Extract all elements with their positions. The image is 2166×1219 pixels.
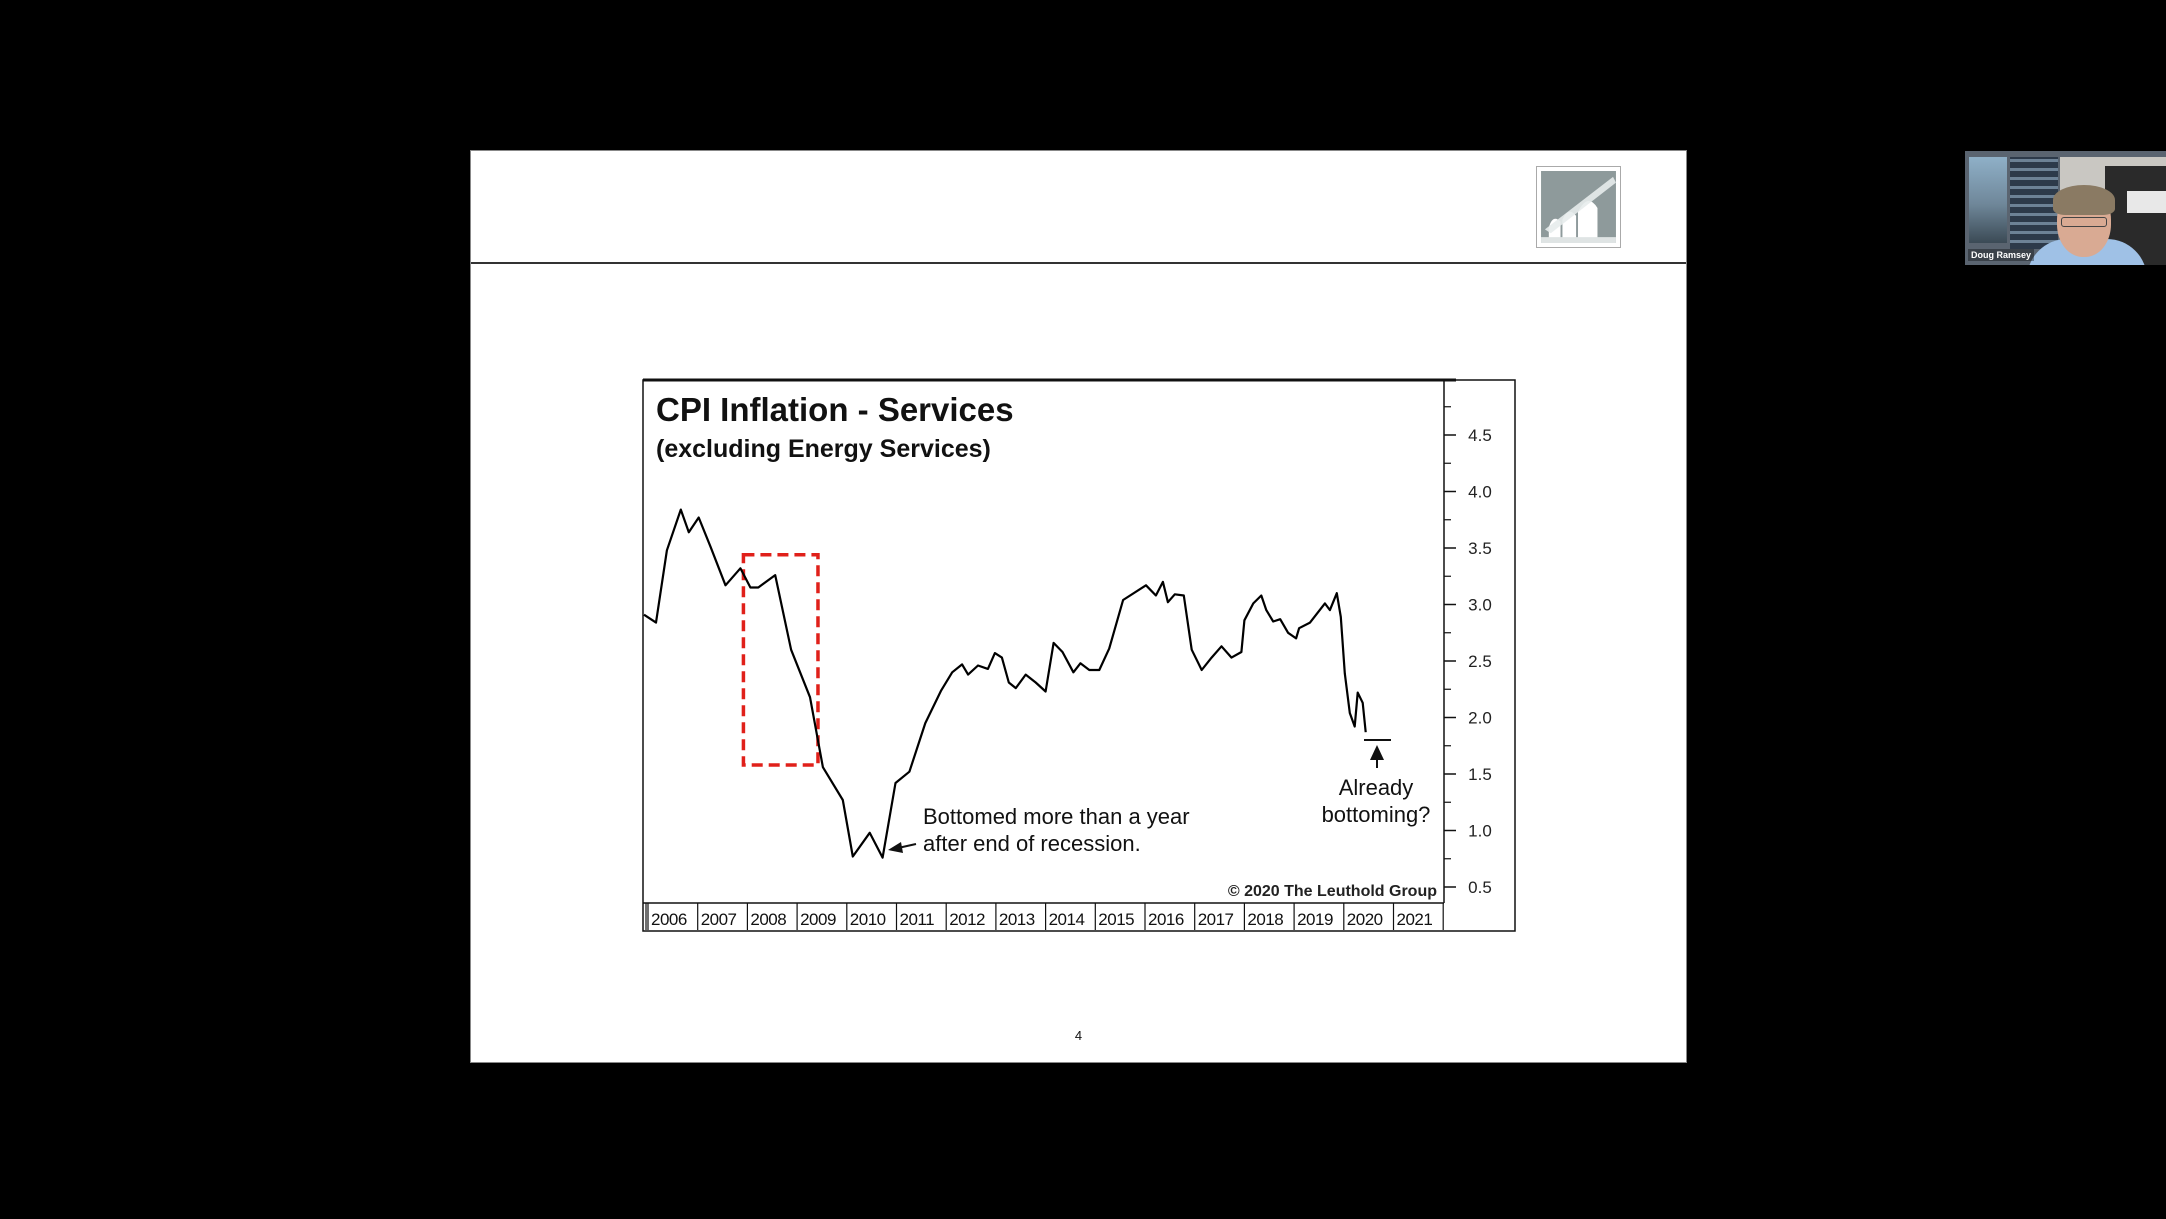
participant-video-tile[interactable]: Doug Ramsey bbox=[1965, 151, 2166, 265]
video-building-background bbox=[2010, 157, 2058, 249]
video-papers-background bbox=[2127, 191, 2166, 213]
participant-glasses bbox=[2061, 217, 2107, 227]
bridge-arch-icon bbox=[1541, 171, 1616, 243]
company-logo bbox=[1536, 166, 1621, 248]
page-number: 4 bbox=[1074, 1028, 1083, 1043]
header-divider bbox=[471, 262, 1686, 264]
participant-name-label: Doug Ramsey bbox=[1968, 249, 2035, 261]
presentation-slide: 4 bbox=[471, 151, 1686, 1062]
participant-hair bbox=[2053, 185, 2115, 215]
video-window-background bbox=[1969, 157, 2007, 243]
